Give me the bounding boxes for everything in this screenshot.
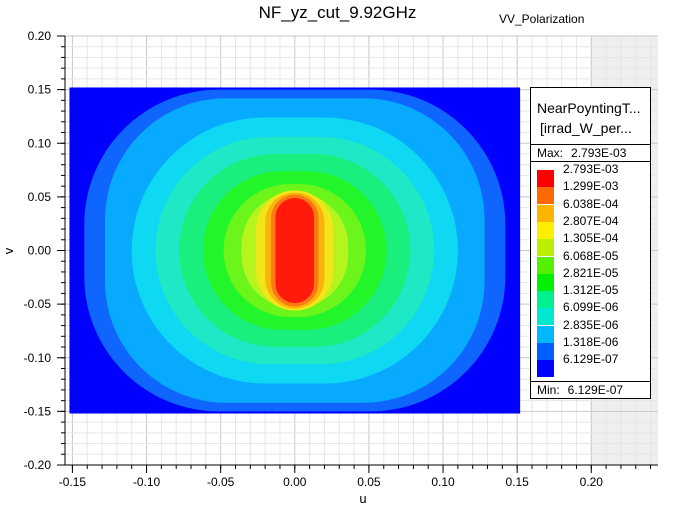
y-axis-label: v bbox=[1, 247, 16, 254]
legend-max-value: 2.793E-03 bbox=[571, 146, 627, 160]
legend-swatch bbox=[537, 204, 554, 222]
legend-max-label: Max: bbox=[537, 146, 564, 160]
x-tick-label: -0.10 bbox=[133, 475, 161, 489]
legend-level-label: 2.793E-03 bbox=[563, 162, 619, 176]
y-tick-label: 0.20 bbox=[28, 29, 52, 43]
color-legend: NearPoyntingT... [irrad_W_per... Max: 2.7… bbox=[530, 87, 651, 399]
legend-swatch bbox=[537, 170, 554, 187]
legend-swatch bbox=[537, 325, 554, 343]
y-tick-label: -0.15 bbox=[24, 404, 52, 418]
legend-swatch bbox=[537, 291, 554, 309]
legend-level-label: 2.835E-06 bbox=[563, 317, 619, 332]
legend-level-label: 6.038E-04 bbox=[563, 196, 619, 211]
legend-level-label: 6.068E-05 bbox=[563, 248, 619, 263]
legend-header: NearPoyntingT... [irrad_W_per... bbox=[531, 88, 650, 145]
heatmap-region-level-12 bbox=[275, 197, 315, 304]
legend-swatch bbox=[537, 360, 554, 378]
chart-title: NF_yz_cut_9.92GHz bbox=[258, 3, 417, 22]
y-tick-label: -0.10 bbox=[24, 351, 52, 365]
x-tick-label: 0.15 bbox=[505, 475, 529, 489]
legend-max: Max: 2.793E-03 bbox=[531, 145, 650, 162]
legend-swatch bbox=[537, 273, 554, 291]
legend-swatch bbox=[537, 256, 554, 274]
y-tick-label: 0.00 bbox=[28, 244, 52, 258]
legend-swatch bbox=[537, 308, 554, 326]
legend-swatch bbox=[537, 221, 554, 239]
legend-min: Min: 6.129E-07 bbox=[531, 381, 650, 398]
legend-level-label: 1.305E-04 bbox=[563, 231, 619, 246]
y-tick-label: 0.05 bbox=[28, 190, 52, 204]
x-tick-label: 0.00 bbox=[283, 475, 307, 489]
y-tick-label: -0.20 bbox=[24, 458, 52, 472]
legend-swatch bbox=[537, 239, 554, 257]
y-tick-label: -0.05 bbox=[24, 297, 52, 311]
legend-min-label: Min: bbox=[537, 383, 560, 397]
legend-level-label: 1.299E-03 bbox=[563, 179, 619, 194]
legend-level-label: 1.312E-05 bbox=[563, 283, 619, 298]
legend-level-label: 6.099E-06 bbox=[563, 300, 619, 315]
legend-level-label: 1.318E-06 bbox=[563, 335, 619, 349]
legend-level-label: 2.807E-04 bbox=[563, 213, 619, 228]
x-tick-label: -0.05 bbox=[207, 475, 235, 489]
x-tick-label: -0.15 bbox=[59, 475, 87, 489]
legend-level-label: 6.129E-07 bbox=[563, 352, 619, 367]
legend-title-line2: [irrad_W_per... bbox=[540, 120, 632, 136]
x-axis-label: u bbox=[359, 491, 366, 506]
legend-swatch bbox=[537, 343, 554, 360]
x-tick-label: 0.20 bbox=[580, 475, 604, 489]
legend-min-value: 6.129E-07 bbox=[567, 383, 624, 397]
y-tick-label: 0.10 bbox=[28, 136, 52, 150]
x-tick-label: 0.05 bbox=[357, 475, 381, 489]
legend-swatch bbox=[537, 187, 554, 205]
chart-subtitle: VV_Polarization bbox=[499, 12, 585, 26]
y-tick-label: 0.15 bbox=[28, 83, 52, 97]
legend-level-label: 2.821E-05 bbox=[563, 265, 619, 280]
x-tick-label: 0.10 bbox=[431, 475, 455, 489]
legend-title-line1: NearPoyntingT... bbox=[537, 100, 641, 116]
